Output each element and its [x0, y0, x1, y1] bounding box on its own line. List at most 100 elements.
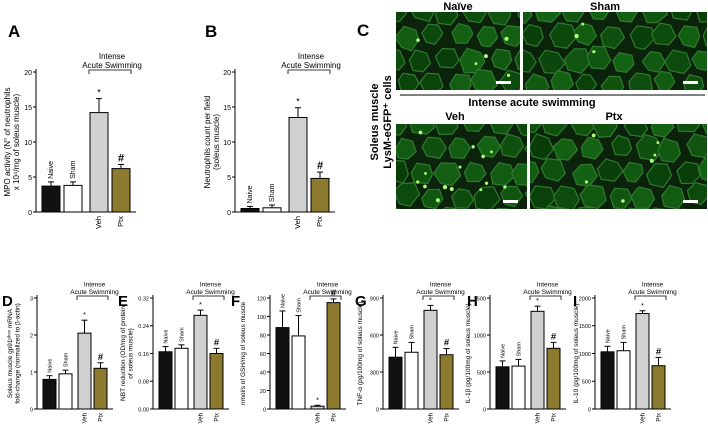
y-axis-label-line: NBT reduction (OD/mg of protein: [120, 306, 127, 401]
muscle-fibre: [524, 145, 527, 153]
significance-hash: #: [656, 346, 662, 357]
muscle-fibre: [448, 137, 472, 160]
y-tick-label: 5: [28, 175, 32, 182]
muscle-fibre: [629, 25, 657, 50]
category-label: Naive: [164, 330, 170, 344]
panel-g: G 0 300 600 900 TNF-α (pg/100mg of soleus mus…: [355, 282, 465, 424]
muscle-fibre: [542, 124, 568, 137]
bar-ptx: [209, 353, 224, 410]
muscle-fibre: [664, 49, 692, 75]
muscle-fibre: [623, 124, 649, 138]
category-label: Ptx: [552, 413, 558, 422]
muscle-fibre: [573, 22, 598, 46]
micrograph-label-veh: Veh: [445, 111, 465, 123]
muscle-fibre: [596, 158, 624, 182]
muscle-fibre: [396, 12, 408, 23]
y-tick-label: 2: [30, 333, 33, 339]
muscle-fibre: [419, 72, 444, 90]
y-tick-label: 60: [260, 352, 266, 358]
group-bracket-label: Intense Acute Swimming: [523, 282, 572, 297]
y-tick-label: 0: [28, 210, 32, 217]
egfp-cell: [656, 141, 660, 145]
muscle-fibre: [570, 124, 597, 137]
group-bracket-label: Intense Acute Swimming: [303, 282, 352, 297]
egfp-cell: [474, 62, 478, 66]
muscle-fibre: [628, 72, 653, 90]
group-bracket-label-line: Acute Swimming: [303, 289, 352, 296]
y-tick-label: 0.00: [138, 407, 149, 413]
muscle-fibre: [540, 157, 566, 182]
muscle-fibre: [396, 182, 421, 207]
category-label: Sham: [64, 352, 70, 367]
panel-letter: I: [573, 293, 577, 310]
category-label: Veh: [94, 216, 103, 229]
muscle-fibre: [598, 211, 620, 232]
muscle-fibre: [457, 210, 484, 232]
muscle-fibre: [450, 188, 475, 209]
bar-sham: [616, 350, 631, 410]
category-label: Sham: [269, 184, 276, 202]
significance-hash: #: [551, 331, 557, 342]
muscle-fibre: [549, 22, 578, 49]
y-axis-label: TNF-α (pg/100mg of soleus muscle): [357, 302, 364, 406]
y-axis-label: MPO activity (N° of neutrophilsx 10⁴/mg …: [3, 87, 21, 196]
bar-veh: [193, 314, 208, 410]
group-bracket: [287, 69, 331, 74]
panel-letter: E: [118, 293, 128, 310]
significance-hash: #: [317, 160, 323, 172]
y-tick-label: 80: [260, 333, 266, 339]
muscle-fibre: [396, 137, 417, 160]
group-title: Intense acute swimming: [468, 97, 595, 109]
y-tick-label: 5: [227, 175, 231, 182]
muscle-fibre: [701, 124, 707, 134]
bar-naive: [41, 185, 61, 213]
bar-ptx: [310, 177, 330, 213]
bar-naive: [240, 208, 260, 213]
muscle-fibre: [552, 138, 579, 161]
muscle-fibre: [599, 26, 626, 50]
muscle-fibre: [396, 208, 402, 209]
tissue: [396, 124, 527, 232]
category-label: Naive: [247, 185, 254, 203]
bar-sham: [58, 373, 73, 410]
category-label: Naive: [48, 359, 54, 373]
category-label: Sham: [70, 160, 77, 178]
scale-bar: [683, 81, 698, 84]
category-label: Veh: [641, 413, 647, 423]
y-tick-label: 1000: [579, 352, 591, 358]
bar-ptx: [651, 365, 666, 410]
bar-veh: [310, 405, 325, 410]
panel-letter: F: [231, 293, 240, 310]
tissue: [530, 124, 707, 232]
y-tick-label: 100: [257, 315, 266, 321]
category-label: Veh: [316, 413, 322, 423]
muscle-fibre: [683, 74, 705, 90]
group-bracket-label: Intense Acute Swimming: [281, 52, 341, 70]
category-label: Naive: [48, 161, 55, 179]
bar-naive: [42, 378, 57, 410]
significance-star: *: [97, 88, 101, 98]
group-bracket-label-line: Acute Swimming: [82, 61, 142, 70]
significance-star: *: [83, 310, 86, 319]
bar-ptx: [546, 347, 561, 410]
category-label: Sham: [622, 325, 628, 340]
muscle-fibre: [476, 25, 499, 48]
micrograph-sham: [523, 12, 707, 90]
egfp-cell: [653, 153, 657, 157]
significance-hash: #: [331, 288, 337, 299]
y-axis-label: Soleus muscle gp91ᵖʰᵒˣ mRNAfold-change (…: [7, 303, 22, 404]
significance-star: *: [641, 301, 644, 310]
category-label: Veh: [536, 413, 542, 423]
significance-star: *: [296, 97, 300, 107]
bar-ptx: [93, 367, 108, 410]
muscle-fibre: [676, 161, 701, 185]
y-axis-label-line: of soleus muscle): [128, 328, 135, 379]
muscle-fibre: [575, 73, 598, 90]
muscle-fibre: [698, 157, 707, 181]
category-label: Naive: [501, 344, 507, 358]
category-label: Sham: [297, 298, 303, 313]
category-label: Ptx: [445, 413, 451, 422]
egfp-cell: [471, 145, 475, 149]
y-tick-label: 0: [483, 407, 486, 413]
